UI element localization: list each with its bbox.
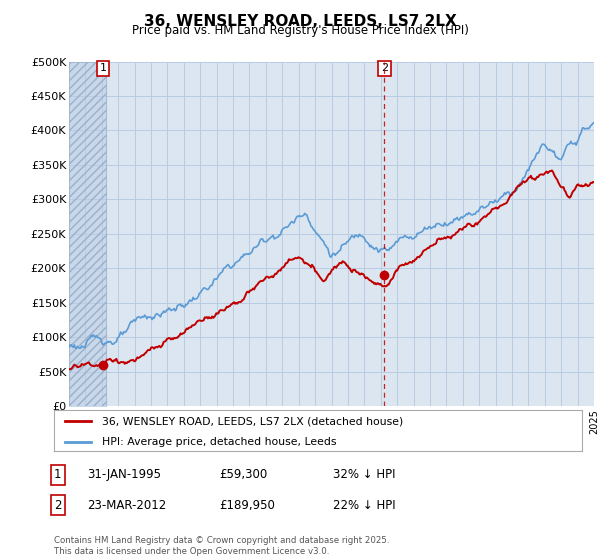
Text: HPI: Average price, detached house, Leeds: HPI: Average price, detached house, Leed… xyxy=(101,437,336,446)
Text: 1: 1 xyxy=(54,468,62,482)
Text: 1: 1 xyxy=(100,63,107,73)
Text: 2: 2 xyxy=(381,63,388,73)
Text: 36, WENSLEY ROAD, LEEDS, LS7 2LX (detached house): 36, WENSLEY ROAD, LEEDS, LS7 2LX (detach… xyxy=(101,417,403,426)
Text: 22% ↓ HPI: 22% ↓ HPI xyxy=(333,498,395,512)
Text: £59,300: £59,300 xyxy=(219,468,267,482)
Text: Price paid vs. HM Land Registry's House Price Index (HPI): Price paid vs. HM Land Registry's House … xyxy=(131,24,469,37)
Text: 32% ↓ HPI: 32% ↓ HPI xyxy=(333,468,395,482)
Text: Contains HM Land Registry data © Crown copyright and database right 2025.
This d: Contains HM Land Registry data © Crown c… xyxy=(54,536,389,556)
Text: £189,950: £189,950 xyxy=(219,498,275,512)
Text: 36, WENSLEY ROAD, LEEDS, LS7 2LX: 36, WENSLEY ROAD, LEEDS, LS7 2LX xyxy=(143,14,457,29)
Text: 2: 2 xyxy=(54,498,62,512)
Text: 23-MAR-2012: 23-MAR-2012 xyxy=(87,498,166,512)
Text: 31-JAN-1995: 31-JAN-1995 xyxy=(87,468,161,482)
